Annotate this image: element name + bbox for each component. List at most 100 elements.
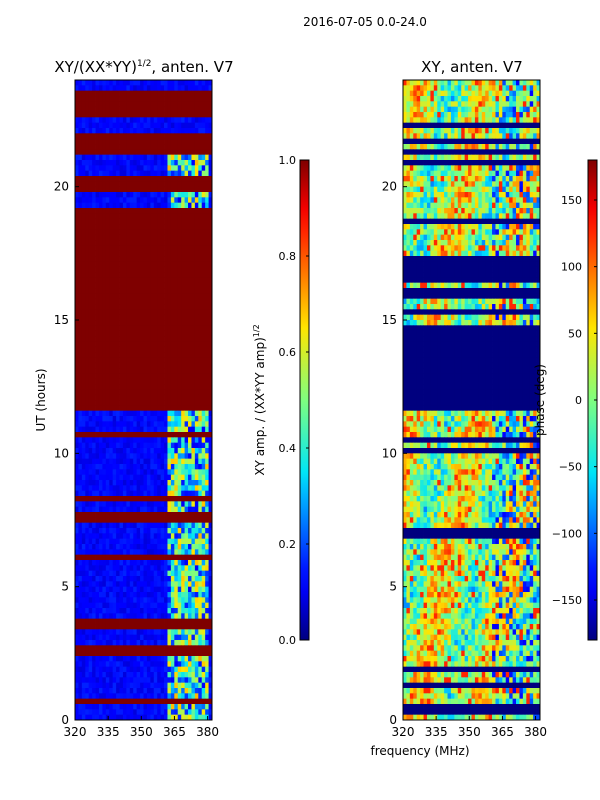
heatmap-cell bbox=[143, 501, 148, 508]
heatmap-cell bbox=[140, 80, 144, 86]
heatmap-cell bbox=[146, 554, 151, 561]
heatmap-cell bbox=[133, 469, 138, 476]
heatmap-cell bbox=[85, 85, 90, 92]
heatmap-cell bbox=[208, 245, 212, 252]
heatmap-cell bbox=[78, 170, 83, 177]
heatmap-cell bbox=[174, 634, 179, 641]
heatmap-cell bbox=[188, 106, 192, 113]
heatmap-cell bbox=[112, 368, 117, 374]
heatmap-cell bbox=[95, 293, 100, 300]
heatmap-cell bbox=[143, 202, 148, 209]
heatmap-cell bbox=[167, 336, 172, 342]
heatmap-cell bbox=[129, 378, 134, 385]
heatmap-cell bbox=[205, 128, 209, 134]
heatmap-cell bbox=[109, 437, 114, 444]
heatmap-cell bbox=[126, 288, 131, 294]
heatmap-cell bbox=[92, 298, 96, 305]
heatmap-cell bbox=[105, 464, 110, 470]
heatmap-cell bbox=[191, 592, 196, 598]
heatmap-cell bbox=[184, 330, 189, 337]
heatmap-cell bbox=[167, 282, 172, 289]
heatmap-cell bbox=[174, 213, 179, 220]
heatmap-cell bbox=[188, 128, 192, 134]
heatmap-cell bbox=[174, 304, 179, 310]
heatmap-cell bbox=[98, 421, 103, 428]
heatmap-cell bbox=[136, 656, 141, 662]
heatmap-cell bbox=[122, 256, 127, 262]
heatmap-cell bbox=[488, 90, 493, 97]
heatmap-cell bbox=[188, 661, 192, 668]
heatmap-cell bbox=[153, 112, 158, 118]
heatmap-cell bbox=[177, 698, 182, 705]
heatmap-cell bbox=[485, 90, 490, 97]
heatmap-cell bbox=[78, 160, 83, 166]
heatmap-cell bbox=[88, 528, 93, 534]
heatmap-cell bbox=[143, 512, 148, 518]
heatmap-cell bbox=[157, 346, 162, 353]
heatmap-cell bbox=[198, 602, 203, 609]
heatmap-cell bbox=[150, 586, 155, 593]
heatmap-cell bbox=[146, 336, 151, 342]
heatmap-cell bbox=[98, 656, 103, 662]
heatmap-cell bbox=[153, 704, 158, 710]
heatmap-cell bbox=[140, 496, 144, 502]
heatmap-cell bbox=[140, 469, 144, 476]
heatmap-cell bbox=[188, 170, 192, 177]
heatmap-cell bbox=[208, 320, 212, 326]
heatmap-cell bbox=[92, 85, 96, 92]
heatmap-cell bbox=[201, 613, 206, 620]
heatmap-cell bbox=[136, 682, 141, 689]
heatmap-cell bbox=[85, 704, 90, 710]
heatmap-cell bbox=[201, 538, 206, 545]
heatmap-cell bbox=[201, 112, 206, 118]
heatmap-cell bbox=[81, 128, 86, 134]
heatmap-cell bbox=[536, 85, 540, 92]
heatmap-cell bbox=[157, 186, 162, 193]
heatmap-cell bbox=[129, 80, 134, 86]
heatmap-cell bbox=[170, 410, 175, 417]
heatmap-cell bbox=[167, 128, 172, 134]
heatmap-cell bbox=[92, 314, 96, 321]
heatmap-cell bbox=[133, 528, 138, 534]
heatmap-cell bbox=[181, 309, 185, 316]
heatmap-cell bbox=[116, 106, 120, 113]
heatmap-cell bbox=[146, 666, 151, 673]
heatmap-cell bbox=[146, 106, 151, 113]
heatmap-cell bbox=[112, 320, 117, 326]
heatmap-cell bbox=[177, 581, 182, 588]
heatmap-cell bbox=[181, 272, 185, 278]
heatmap-cell bbox=[208, 709, 212, 716]
heatmap-cell bbox=[164, 597, 168, 604]
heatmap-cell bbox=[119, 186, 124, 193]
heatmap-cell bbox=[198, 554, 203, 561]
heatmap-cell bbox=[81, 709, 86, 716]
heatmap-cell bbox=[150, 325, 155, 332]
heatmap-cell bbox=[105, 640, 110, 646]
heatmap-cell bbox=[116, 442, 120, 449]
heatmap-cell bbox=[478, 85, 483, 92]
heatmap-cell bbox=[78, 469, 83, 476]
heatmap-cell bbox=[126, 165, 131, 172]
heatmap-cell bbox=[157, 362, 162, 369]
heatmap-cell bbox=[119, 432, 124, 438]
heatmap-cell bbox=[205, 522, 209, 529]
heatmap-cell bbox=[133, 208, 138, 214]
heatmap-cell bbox=[194, 122, 199, 129]
heatmap-cell bbox=[150, 229, 155, 236]
heatmap-cell bbox=[75, 554, 79, 561]
heatmap-cell bbox=[78, 272, 83, 278]
heatmap-cell bbox=[126, 378, 131, 385]
heatmap-cell bbox=[177, 672, 182, 678]
heatmap-cell bbox=[184, 400, 189, 406]
heatmap-cell bbox=[194, 261, 199, 268]
heatmap-cell bbox=[160, 400, 165, 406]
heatmap-cell bbox=[143, 282, 148, 289]
heatmap-cell bbox=[116, 469, 120, 476]
heatmap-cell bbox=[194, 288, 199, 294]
heatmap-cell bbox=[102, 138, 107, 145]
heatmap-cell bbox=[116, 224, 120, 230]
heatmap-cell bbox=[122, 661, 127, 668]
heatmap-cell bbox=[78, 704, 83, 710]
heatmap-cell bbox=[181, 133, 185, 140]
heatmap-cell bbox=[98, 138, 103, 145]
